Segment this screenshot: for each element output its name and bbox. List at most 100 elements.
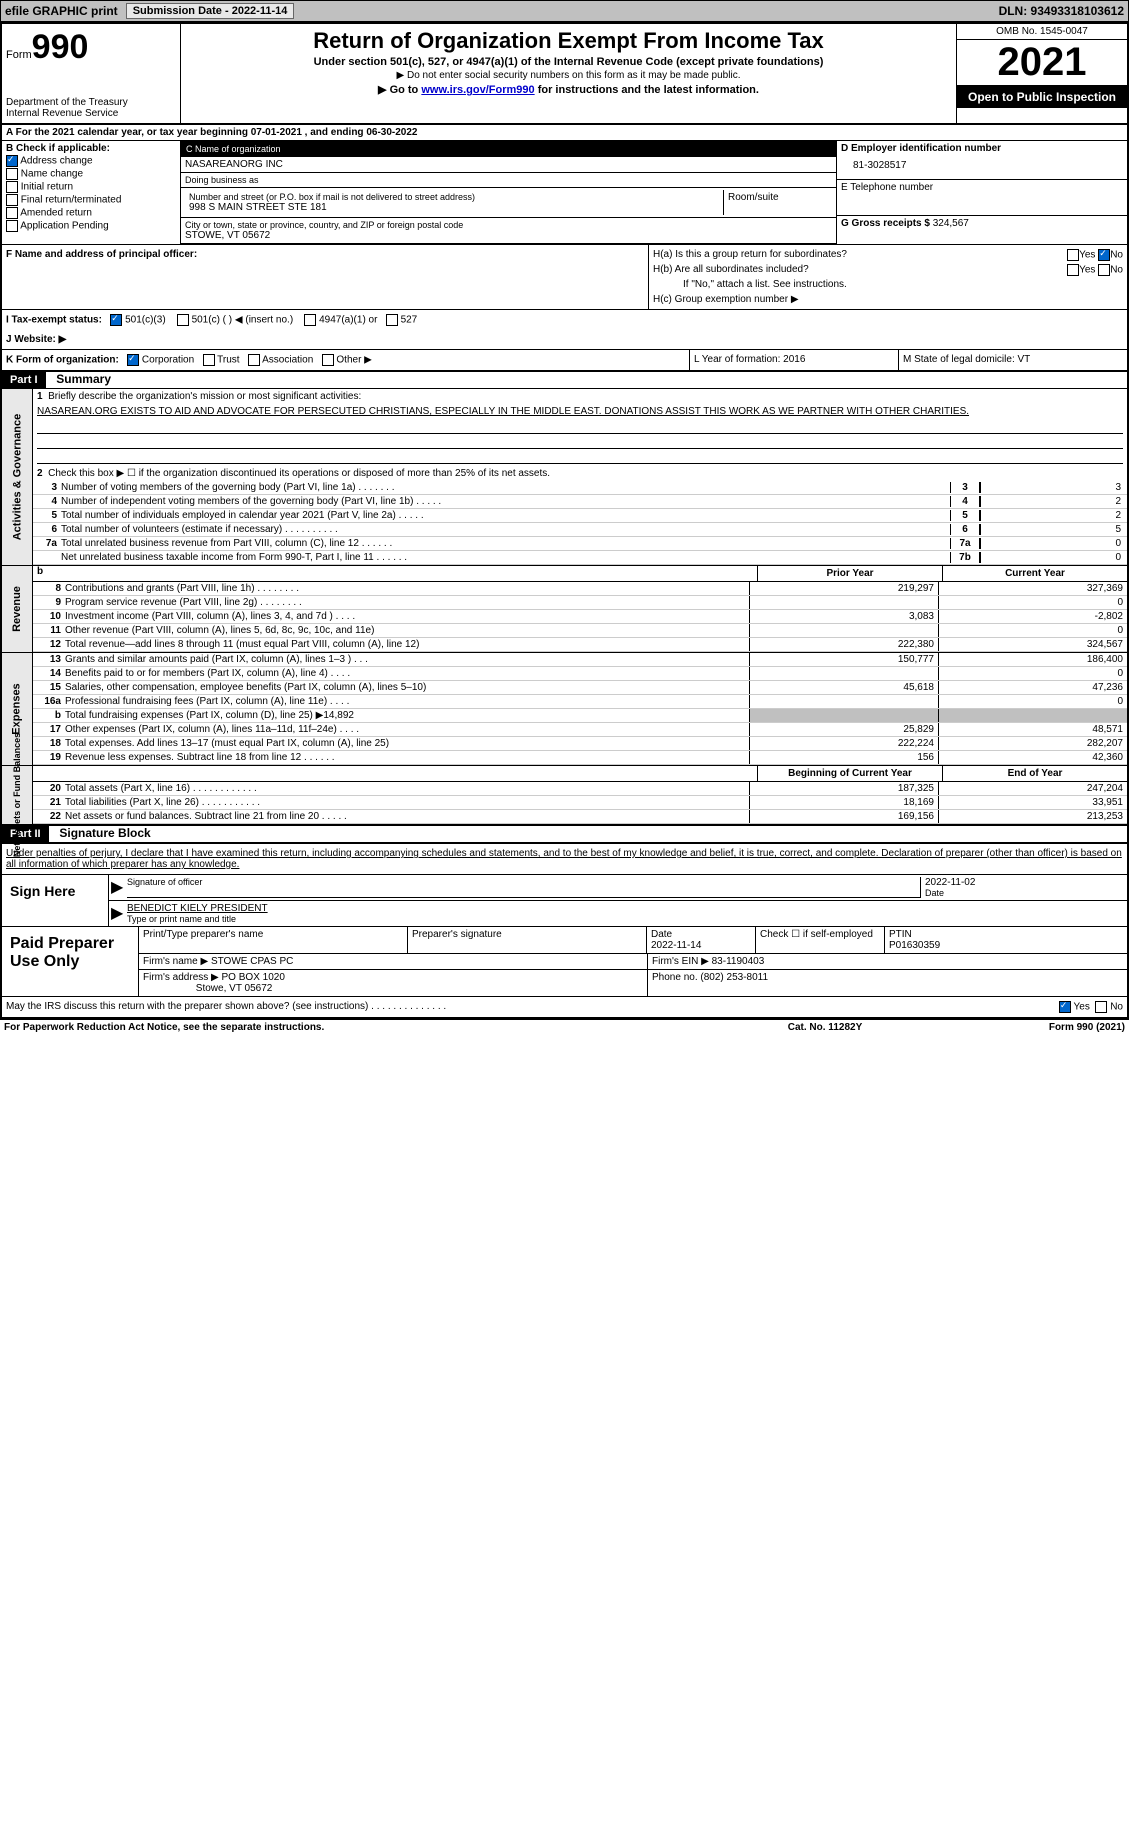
hb-label: H(b) Are all subordinates included?	[653, 264, 809, 275]
check-final-icon[interactable]	[6, 194, 18, 206]
i-501c3-check[interactable]	[110, 314, 122, 326]
f-label: F Name and address of principal officer:	[6, 249, 644, 260]
may-yes: Yes	[1074, 1002, 1090, 1013]
current-year-hdr: Current Year	[942, 566, 1127, 581]
i-501c: 501(c) ( ) ◀ (insert no.)	[192, 315, 294, 326]
check-address-change: Address change	[20, 156, 92, 167]
hb-no-check[interactable]	[1098, 264, 1110, 276]
hb-yes-check[interactable]	[1067, 264, 1079, 276]
irs-link[interactable]: www.irs.gov/Form990	[421, 84, 534, 96]
row-a-tax-year: A For the 2021 calendar year, or tax yea…	[2, 125, 1127, 141]
end-year-hdr: End of Year	[942, 766, 1127, 781]
line1-label: Briefly describe the organization's miss…	[48, 391, 361, 402]
open-inspection: Open to Public Inspection	[957, 86, 1127, 108]
f-value	[6, 260, 644, 300]
i-501c3: 501(c)(3)	[125, 315, 166, 326]
ha-yes: Yes	[1079, 250, 1095, 261]
section-b-d: B Check if applicable: Address change Na…	[2, 141, 1127, 245]
ptin-value: P01630359	[889, 940, 940, 951]
tax-year: 2021	[957, 40, 1127, 86]
form-title: Return of Organization Exempt From Incom…	[185, 28, 952, 54]
part-2-header: Part II Signature Block	[2, 826, 1127, 842]
table-row: 11Other revenue (Part VIII, column (A), …	[33, 624, 1127, 638]
dept-label: Department of the Treasury	[6, 97, 176, 108]
arrow-icon: ▶	[111, 877, 127, 898]
row-k: K Form of organization: Corporation Trus…	[2, 350, 1127, 372]
hb-yes: Yes	[1079, 265, 1095, 276]
l-formation: L Year of formation: 2016	[689, 350, 898, 370]
arrow-icon: ▶	[111, 903, 127, 924]
blank-line	[37, 436, 1123, 449]
check-amended-icon[interactable]	[6, 207, 18, 219]
penalty-text: Under penalties of perjury, I declare th…	[2, 844, 1127, 874]
submission-button[interactable]: Submission Date - 2022-11-14	[126, 3, 295, 19]
check-amended: Amended return	[20, 208, 92, 219]
addr-label: Number and street (or P.O. box if mail i…	[189, 192, 719, 202]
date-label: Date	[925, 888, 1125, 898]
m-domicile: M State of legal domicile: VT	[898, 350, 1127, 370]
side-activities: Activities & Governance	[2, 389, 33, 565]
check-pending-icon[interactable]	[6, 220, 18, 232]
efile-label: efile GRAPHIC print	[5, 4, 118, 18]
form-header: Form990 Department of the Treasury Inter…	[2, 24, 1127, 125]
table-row: Net unrelated business taxable income fr…	[33, 551, 1127, 565]
blank-line	[37, 421, 1123, 434]
k-corp: Corporation	[142, 355, 194, 366]
part-2-title: Signature Block	[51, 824, 158, 842]
addr-value: 998 S MAIN STREET STE 181	[189, 202, 719, 213]
k-other: Other ▶	[336, 355, 371, 366]
may-discuss: May the IRS discuss this return with the…	[6, 1001, 1059, 1013]
ha-no-check[interactable]	[1098, 249, 1110, 261]
check-name-change-icon[interactable]	[6, 168, 18, 180]
i-4947-check[interactable]	[304, 314, 316, 326]
k-assoc-check[interactable]	[248, 354, 260, 366]
ptin-label: PTIN	[889, 929, 912, 940]
k-corp-check[interactable]	[127, 354, 139, 366]
table-row: 22Net assets or fund balances. Subtract …	[33, 810, 1127, 824]
form-ref: Form 990 (2021)	[925, 1022, 1125, 1033]
may-no: No	[1110, 1002, 1123, 1013]
part-1-title: Summary	[48, 370, 119, 388]
check-initial-icon[interactable]	[6, 181, 18, 193]
row-j: J Website: ▶	[2, 330, 1127, 350]
org-name: NASAREANORG INC	[185, 159, 832, 170]
i-527-check[interactable]	[386, 314, 398, 326]
phone-value	[841, 193, 1123, 213]
table-row: 15Salaries, other compensation, employee…	[33, 681, 1127, 695]
i-501c-check[interactable]	[177, 314, 189, 326]
table-row: 12Total revenue—add lines 8 through 11 (…	[33, 638, 1127, 652]
table-row: 17Other expenses (Part IX, column (A), l…	[33, 723, 1127, 737]
b-label: B Check if applicable:	[6, 143, 176, 154]
check-final: Final return/terminated	[21, 195, 122, 206]
page-footer: For Paperwork Reduction Act Notice, see …	[0, 1019, 1129, 1035]
part-1-header: Part I Summary	[2, 372, 1127, 388]
may-yes-check[interactable]	[1059, 1001, 1071, 1013]
table-row: 21Total liabilities (Part X, line 26) . …	[33, 796, 1127, 810]
prep-name-label: Print/Type preparer's name	[139, 927, 408, 953]
line2-label: Check this box ▶ ☐ if the organization d…	[48, 468, 550, 479]
table-row: 14Benefits paid to or for members (Part …	[33, 667, 1127, 681]
mission-desc: NASAREAN.ORG EXISTS TO AID AND ADVOCATE …	[33, 404, 1127, 419]
prep-date: 2022-11-14	[651, 940, 701, 951]
c-label: C Name of organization	[186, 144, 831, 154]
may-no-check[interactable]	[1095, 1001, 1107, 1013]
paperwork-notice: For Paperwork Reduction Act Notice, see …	[4, 1022, 725, 1033]
k-other-check[interactable]	[322, 354, 334, 366]
dln-label: DLN: 93493318103612	[999, 4, 1124, 18]
e-label: E Telephone number	[841, 182, 1123, 193]
part-1-label: Part I	[2, 372, 46, 388]
firm-addr2: Stowe, VT 05672	[196, 983, 273, 994]
check-initial: Initial return	[21, 182, 73, 193]
ha-yes-check[interactable]	[1067, 249, 1079, 261]
table-row: 6Total number of volunteers (estimate if…	[33, 523, 1127, 537]
g-label: G Gross receipts $	[841, 218, 930, 229]
check-address-change-icon[interactable]	[6, 155, 18, 167]
gross-receipts: 324,567	[933, 218, 969, 229]
table-row: 13Grants and similar amounts paid (Part …	[33, 653, 1127, 667]
k-trust-check[interactable]	[203, 354, 215, 366]
signature-block: Under penalties of perjury, I declare th…	[2, 842, 1127, 1017]
paid-preparer-label: Paid Preparer Use Only	[2, 927, 139, 996]
section-f-h: F Name and address of principal officer:…	[2, 245, 1127, 310]
officer-name: BENEDICT KIELY PRESIDENT	[127, 903, 1125, 914]
part-2-label: Part II	[2, 826, 49, 842]
